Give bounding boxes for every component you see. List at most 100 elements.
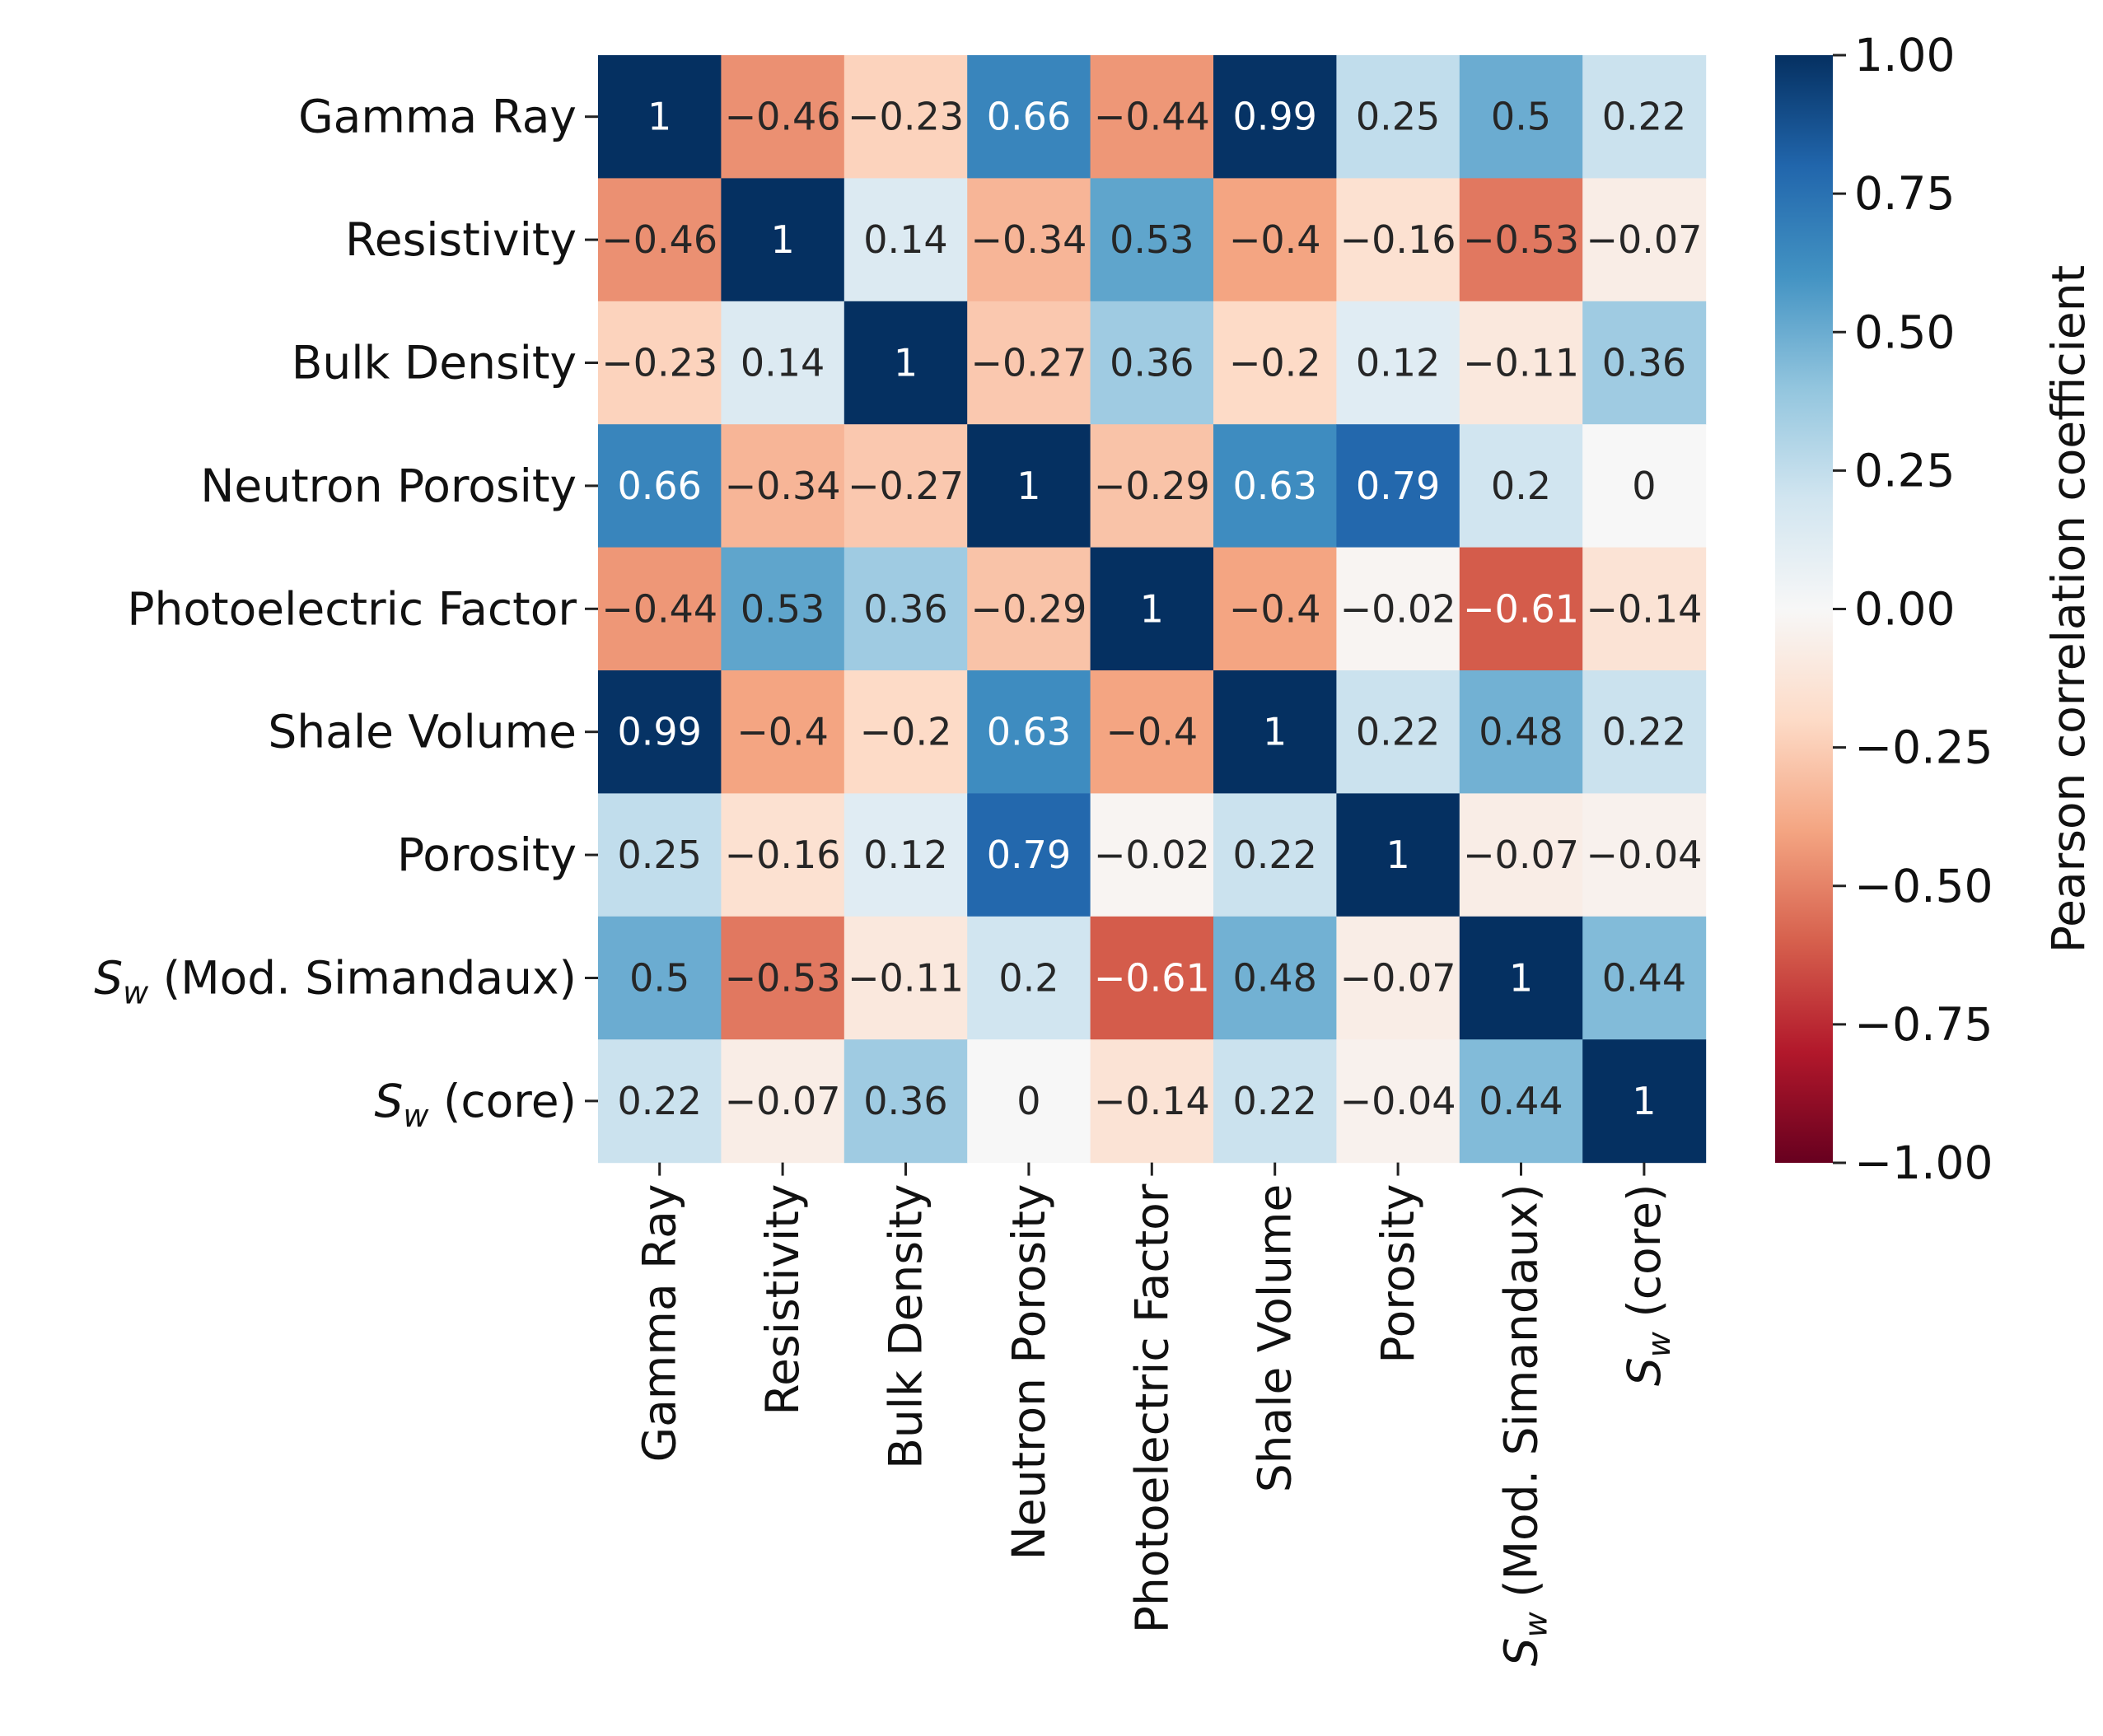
- heatmap-cell-2-0: [598, 301, 722, 425]
- x-tick-label: Photoelectric Factor: [1125, 1183, 1178, 1633]
- y-tick-label: Gamma Ray: [298, 91, 577, 143]
- heatmap-cell-0-6: [1336, 55, 1460, 179]
- heatmap-cell-4-1: [721, 547, 845, 671]
- cell-value-8-1: −0.07: [725, 1079, 841, 1123]
- cell-value-6-6: 1: [1386, 833, 1409, 877]
- x-tick-label: Resistivity: [756, 1184, 809, 1416]
- heatmap-cell-4-2: [844, 547, 968, 671]
- x-tick-label: Neutron Porosity: [1002, 1184, 1055, 1561]
- y-tick-label: Bulk Density: [292, 337, 577, 390]
- cell-value-2-7: −0.11: [1463, 341, 1579, 385]
- heatmap-cell-6-1: [721, 793, 845, 917]
- heatmap-cell-3-5: [1213, 424, 1337, 548]
- heatmap-cell-6-6: [1336, 793, 1460, 917]
- cell-value-3-5: 0.63: [1232, 464, 1316, 508]
- heatmap-cell-8-5: [1213, 1039, 1337, 1164]
- cell-value-4-5: −0.4: [1229, 586, 1321, 631]
- cell-value-1-2: 0.14: [863, 217, 947, 262]
- heatmap-cell-3-3: [967, 424, 1091, 548]
- heatmap-cell-8-8: [1582, 1039, 1707, 1164]
- cell-value-2-1: 0.14: [741, 341, 825, 385]
- cell-value-7-8: 0.44: [1602, 956, 1686, 1001]
- cell-value-8-4: −0.14: [1094, 1079, 1210, 1123]
- heatmap-cell-3-4: [1090, 424, 1214, 548]
- cell-value-8-2: 0.36: [863, 1079, 947, 1123]
- heatmap-cell-6-0: [598, 793, 722, 917]
- heatmap-cell-2-8: [1582, 301, 1707, 425]
- cell-value-7-3: 0.2: [998, 956, 1059, 1001]
- y-tick-label: Photoelectric Factor: [127, 582, 577, 635]
- heatmap-cell-8-2: [844, 1039, 968, 1164]
- cell-value-3-1: −0.34: [725, 464, 841, 508]
- y-tick-label: Sw (core): [374, 1075, 577, 1134]
- colorbar-tick-label: −0.50: [1854, 860, 1993, 912]
- heatmap-cell-5-8: [1582, 670, 1707, 794]
- colorbar-tick-label: 0.75: [1854, 167, 1955, 220]
- cell-value-1-5: −0.4: [1229, 217, 1321, 262]
- heatmap-cell-7-4: [1090, 916, 1214, 1040]
- heatmap-cell-0-5: [1213, 55, 1337, 179]
- heatmap-cell-3-0: [598, 424, 722, 548]
- cell-value-3-8: 0: [1632, 464, 1656, 508]
- cell-value-6-7: −0.07: [1463, 833, 1579, 877]
- cell-value-0-2: −0.23: [848, 95, 964, 139]
- cell-value-6-0: 0.25: [617, 833, 701, 877]
- heatmap-cell-1-8: [1582, 178, 1707, 302]
- cell-value-5-8: 0.22: [1602, 710, 1686, 754]
- cell-value-3-4: −0.29: [1094, 464, 1210, 508]
- cell-value-4-8: −0.14: [1586, 586, 1702, 631]
- heatmap-cell-6-8: [1582, 793, 1707, 917]
- cell-value-6-3: 0.79: [987, 833, 1071, 877]
- heatmap-cell-4-4: [1090, 547, 1214, 671]
- heatmap-cell-1-3: [967, 178, 1091, 302]
- heatmap-cell-5-7: [1459, 670, 1583, 794]
- heatmap-cell-5-4: [1090, 670, 1214, 794]
- cell-value-5-4: −0.4: [1105, 710, 1198, 754]
- heatmap-cell-1-2: [844, 178, 968, 302]
- heatmap-cell-2-3: [967, 301, 1091, 425]
- cell-value-2-3: −0.27: [970, 341, 1087, 385]
- cell-value-1-4: 0.53: [1110, 217, 1194, 262]
- cell-value-6-1: −0.16: [725, 833, 841, 877]
- cell-value-3-7: 0.2: [1491, 464, 1551, 508]
- heatmap-cell-5-3: [967, 670, 1091, 794]
- cell-value-4-2: 0.36: [863, 586, 947, 631]
- cell-value-4-4: 1: [1140, 586, 1164, 631]
- heatmap-cell-4-6: [1336, 547, 1460, 671]
- heatmap-cell-2-2: [844, 301, 968, 425]
- cell-value-7-1: −0.53: [725, 956, 841, 1001]
- heatmap-cell-0-8: [1582, 55, 1707, 179]
- heatmap-cell-1-5: [1213, 178, 1337, 302]
- cell-value-6-2: 0.12: [863, 833, 947, 877]
- heatmap-cell-8-3: [967, 1039, 1091, 1164]
- colorbar: 1.00 0.75 0.50 0.25 0.00 −0.25 −0.50 −0.75 −1.00…: [1775, 29, 2095, 1189]
- x-tick-label: Sw (Mod. Simandaux): [1495, 1184, 1554, 1667]
- cell-value-0-5: 0.99: [1232, 95, 1316, 139]
- cell-value-7-5: 0.48: [1232, 956, 1316, 1001]
- heatmap-cell-0-3: [967, 55, 1091, 179]
- heatmap-cell-1-7: [1459, 178, 1583, 302]
- heatmap-cell-7-8: [1582, 916, 1707, 1040]
- cell-value-5-7: 0.48: [1479, 710, 1563, 754]
- heatmap-cell-7-2: [844, 916, 968, 1040]
- cell-value-1-7: −0.53: [1463, 217, 1579, 262]
- heatmap-cell-2-6: [1336, 301, 1460, 425]
- cell-value-0-0: 1: [647, 95, 671, 139]
- cell-value-7-2: −0.11: [848, 956, 964, 1001]
- heatmap-cell-4-0: [598, 547, 722, 671]
- heatmap-cell-3-8: [1582, 424, 1707, 548]
- x-tick-label: Bulk Density: [880, 1184, 932, 1469]
- x-tick-label: Gamma Ray: [633, 1184, 686, 1463]
- heatmap-cell-8-0: [598, 1039, 722, 1164]
- cell-value-8-3: 0: [1016, 1079, 1040, 1123]
- cell-value-7-7: 1: [1509, 956, 1533, 1001]
- heatmap-cell-3-2: [844, 424, 968, 548]
- heatmap-cell-2-4: [1090, 301, 1214, 425]
- cell-value-2-0: −0.23: [601, 341, 717, 385]
- heatmap-cell-5-2: [844, 670, 968, 794]
- colorbar-gradient: [1775, 55, 1833, 1163]
- heatmap-cell-3-1: [721, 424, 845, 548]
- heatmap-cell-0-7: [1459, 55, 1583, 179]
- colorbar-tick-label: 0.00: [1854, 583, 1955, 636]
